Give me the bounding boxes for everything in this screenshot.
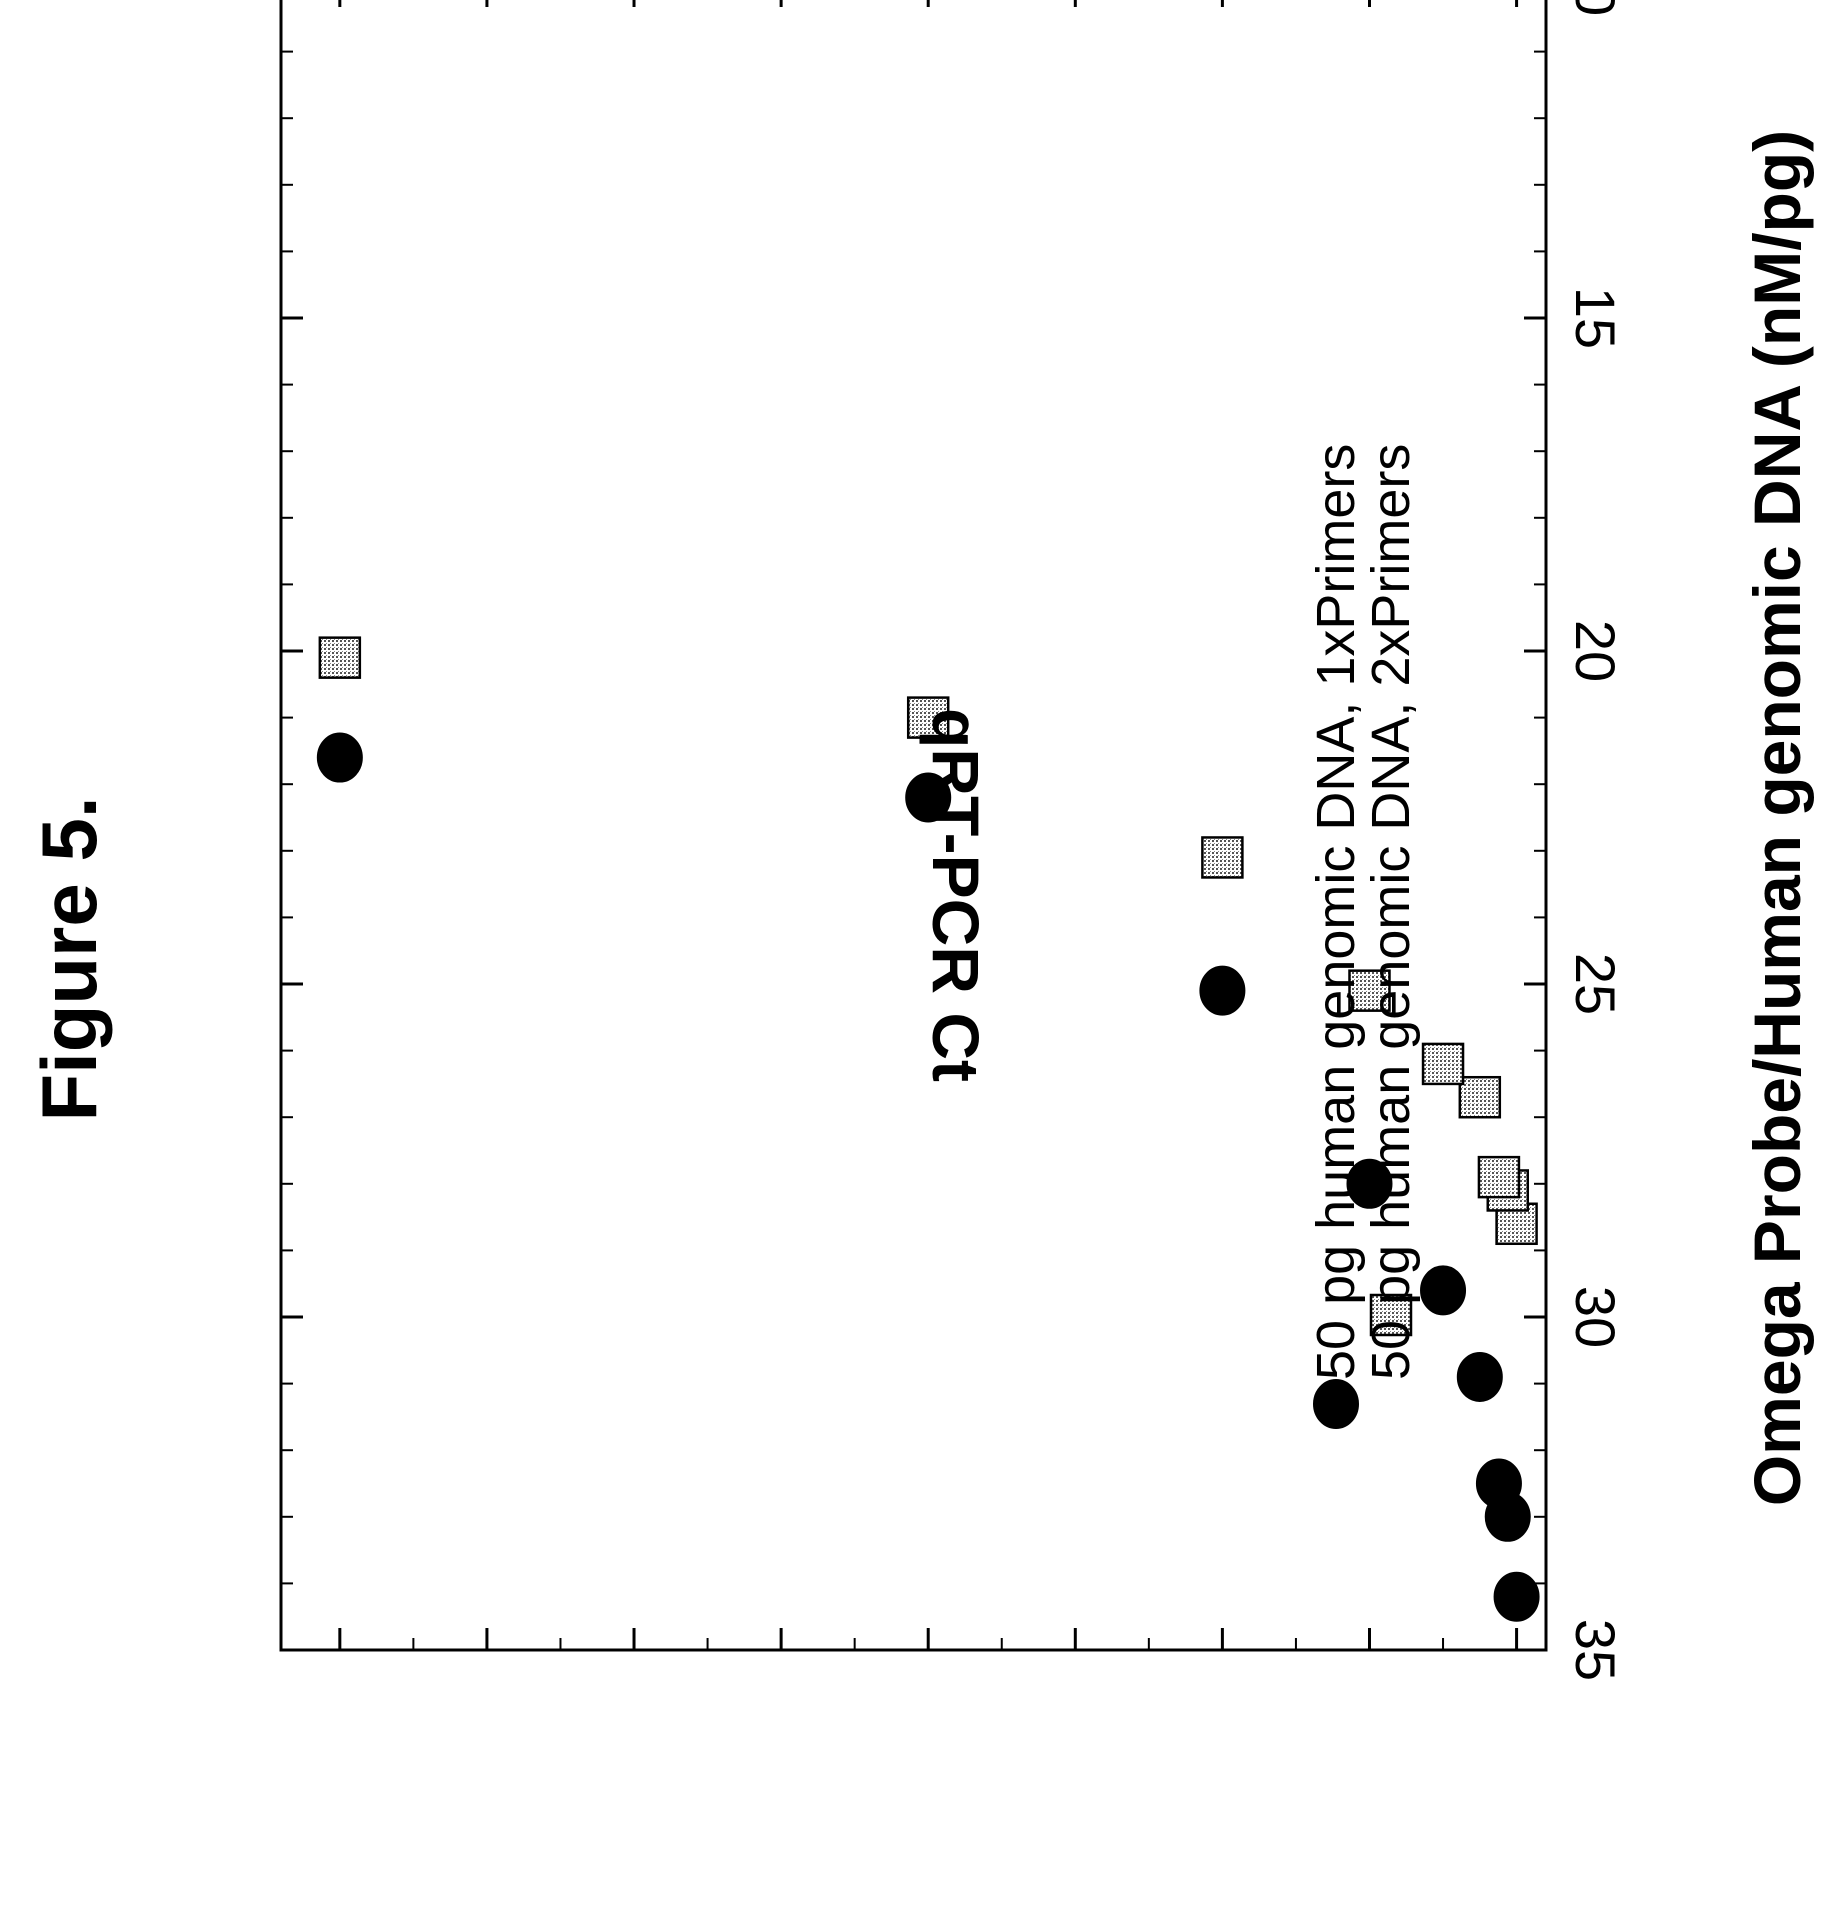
point-2x-primers: [1348, 969, 1391, 1012]
y-tick-label: 15: [1564, 287, 1627, 349]
figure-title: Figure 5.: [25, 796, 113, 1121]
y-tick-label: 25: [1564, 953, 1627, 1015]
y-axis: 35 30 25 20 15 10: [281, 0, 1627, 1681]
data-points: [316, 636, 1540, 1622]
plot-frame: [279, 0, 1548, 1652]
x-axis-title: Omega Probe/Human genomic DNA (nM/pg): [1740, 130, 1814, 1506]
point-1x-primers: [1199, 965, 1246, 1016]
point-1x-primers: [1346, 1158, 1393, 1209]
y-axis-title: qRT-PCR Ct: [919, 708, 993, 1082]
point-2x-primers: [1477, 1155, 1521, 1199]
point-1x-primers: [1493, 1571, 1540, 1622]
point-2x-primers: [1458, 1075, 1502, 1119]
point-2x-primers: [318, 636, 362, 679]
y-tick-label: 20: [1564, 620, 1627, 682]
point-2x-primers: [1201, 836, 1244, 879]
legend-marker-2x: [1369, 1293, 1413, 1337]
x-axis: 012345678: [338, 0, 1519, 1650]
point-1x-primers: [1475, 1458, 1522, 1509]
y-tick-label: 10: [1564, 0, 1627, 16]
point-1x-primers: [905, 772, 952, 823]
point-1x-primers: [1456, 1351, 1503, 1402]
point-1x-primers: [1420, 1265, 1467, 1316]
point-1x-primers: [316, 732, 363, 783]
point-2x-primers: [1421, 1042, 1465, 1086]
legend-label: 50 pg human genomic DNA, 1xPrimers: [1306, 444, 1366, 1380]
legend-marker-1x: [1313, 1379, 1359, 1429]
y-tick-label: 30: [1564, 1286, 1627, 1348]
point-2x-primers: [906, 696, 950, 739]
legend-label: 50 pg human genomic DNA, 2xPrimers: [1361, 444, 1421, 1380]
y-tick-label: 35: [1564, 1619, 1627, 1681]
